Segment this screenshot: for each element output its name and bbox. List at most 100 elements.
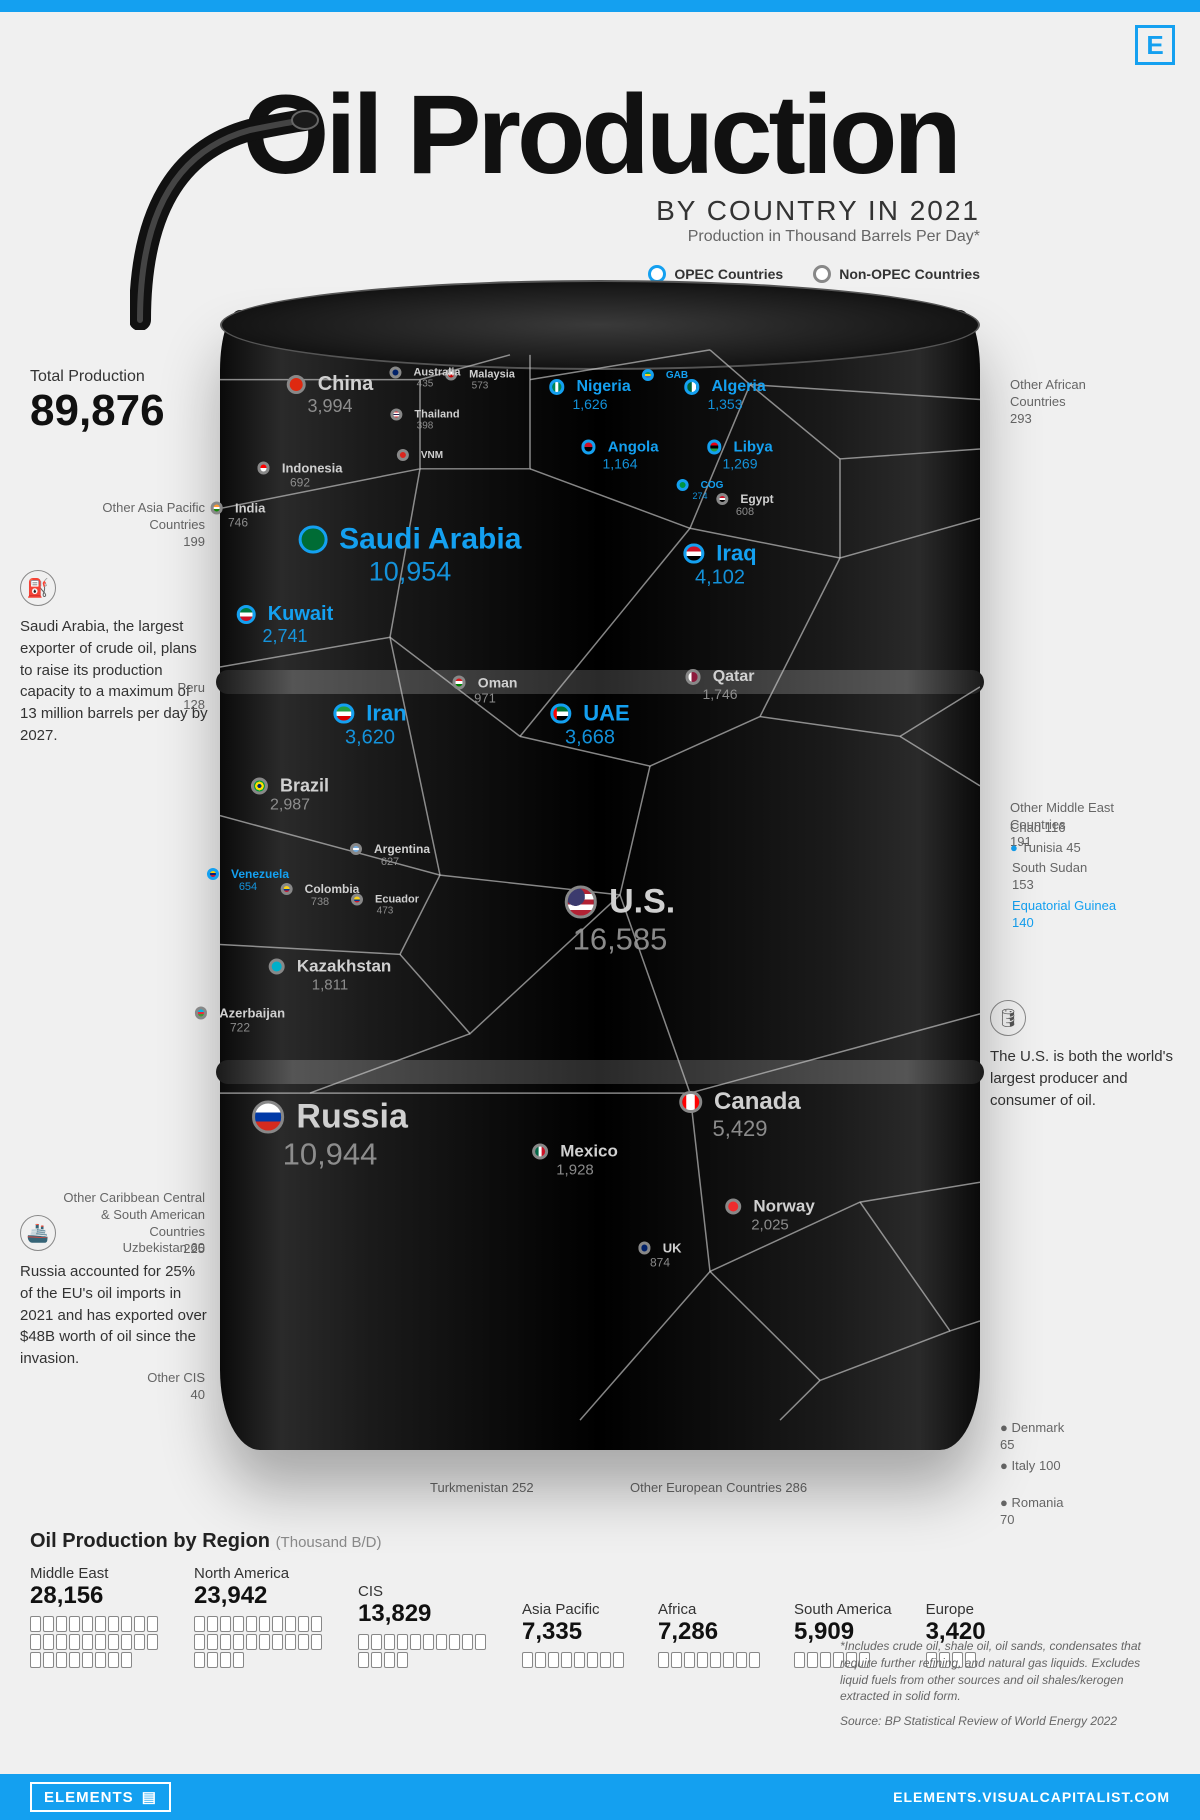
- flag-icon: [684, 379, 699, 394]
- country-algeria: Algeria1,353: [684, 378, 765, 412]
- country-name: Ecuador: [375, 894, 419, 906]
- region-barrels: [194, 1616, 324, 1668]
- region-name: Asia Pacific: [522, 1601, 624, 1618]
- country-value: 3,620: [333, 727, 406, 750]
- country-name: Oman: [478, 675, 518, 691]
- label-peru: Peru128: [145, 680, 205, 714]
- country-name: U.S.: [609, 883, 675, 922]
- flag-icon: [207, 868, 219, 880]
- country-angola: Angola1,164: [581, 439, 658, 472]
- callout-saudi: ⛽ Saudi Arabia, the largest exporter of …: [20, 570, 210, 747]
- country-name: Argentina: [374, 842, 430, 856]
- country-ecuador: Ecuador473: [351, 894, 419, 917]
- flag-icon: [707, 440, 721, 454]
- region-middle-east: Middle East28,156: [30, 1565, 160, 1668]
- country-value: 1,164: [581, 456, 658, 472]
- country-value: 654: [207, 881, 289, 893]
- country-name: Malaysia: [469, 369, 515, 381]
- country-name: Nigeria: [576, 378, 630, 396]
- flag-icon: [725, 1198, 741, 1214]
- legend-nonopec-label: Non-OPEC Countries: [839, 266, 980, 282]
- barrel-icon: 🛢: [990, 1000, 1026, 1036]
- country-value: 722: [195, 1021, 285, 1035]
- flag-icon: [550, 703, 571, 724]
- country-russia: Russia10,944: [252, 1098, 408, 1173]
- country-name: VNM: [421, 450, 443, 461]
- region-name: South America: [794, 1601, 892, 1618]
- label-other-eu: Other European Countries 286: [630, 1480, 807, 1497]
- country-name: China: [318, 373, 374, 396]
- hose-graphic: [130, 100, 330, 330]
- flag-icon: [269, 958, 285, 974]
- region-value: 23,942: [194, 1582, 324, 1610]
- country-name: Mexico: [560, 1142, 618, 1162]
- flag-icon: [351, 894, 363, 906]
- country-nigeria: Nigeria1,626: [549, 378, 630, 412]
- total-production: Total Production 89,876: [30, 368, 165, 436]
- country-value: 2,741: [237, 626, 334, 647]
- country-venezuela: Venezuela654: [207, 867, 289, 893]
- country-name: Canada: [714, 1088, 801, 1116]
- total-value: 89,876: [30, 386, 165, 436]
- country-canada: Canada5,429: [679, 1088, 801, 1142]
- callout-us-text: The U.S. is both the world's largest pro…: [990, 1046, 1180, 1111]
- oil-barrel: U.S.16,585Saudi Arabia10,954Russia10,944…: [220, 310, 980, 1450]
- region-value: 7,335: [522, 1618, 624, 1646]
- country-name: Saudi Arabia: [339, 523, 521, 557]
- flag-icon: [195, 1007, 207, 1019]
- country-name: Indonesia: [282, 461, 343, 476]
- flag-icon: [683, 543, 704, 564]
- flag-icon: [333, 703, 354, 724]
- country-name: Thailand: [414, 409, 459, 421]
- flag-icon: [679, 1091, 702, 1114]
- region-name: Middle East: [30, 1565, 160, 1582]
- country-value: 435: [389, 379, 460, 390]
- label-denmark: ● Denmark65: [1000, 1420, 1080, 1454]
- legend: OPEC Countries Non-OPEC Countries: [648, 265, 980, 283]
- country-name: Libya: [734, 439, 773, 456]
- subtitle: BY COUNTRY IN 2021: [656, 195, 980, 227]
- callout-russia-text: Russia accounted for 25% of the EU's oil…: [20, 1261, 210, 1370]
- country-norway: Norway2,025: [725, 1197, 815, 1234]
- flag-icon: [549, 379, 564, 394]
- flag-icon: [686, 669, 701, 684]
- country-value: 692: [257, 476, 342, 490]
- flag-icon: [581, 440, 595, 454]
- label-romania: ● Romania70: [1000, 1495, 1088, 1529]
- country-uae: UAE3,668: [550, 701, 629, 750]
- chart-icon: ▤: [142, 1788, 157, 1806]
- country-cog: COG274: [677, 479, 724, 501]
- country-value: 2,025: [725, 1217, 815, 1234]
- country-value: 1,928: [532, 1162, 618, 1179]
- label-other-carib: Other Caribbean Central & South American…: [55, 1190, 205, 1258]
- flag-icon: [638, 1242, 650, 1254]
- country-libya: Libya1,269: [707, 439, 772, 472]
- label-other-cis: Other CIS40: [130, 1370, 205, 1404]
- flag-icon: [390, 409, 402, 421]
- region-value: 28,156: [30, 1582, 160, 1610]
- flag-icon: [532, 1143, 548, 1159]
- flag-icon: [350, 843, 362, 855]
- country-value: 5,429: [679, 1116, 801, 1142]
- region-north-america: North America23,942: [194, 1565, 324, 1668]
- country-value: 16,585: [565, 922, 675, 958]
- country-name: Australia: [413, 367, 460, 379]
- flag-icon: [453, 676, 466, 689]
- country-name: COG: [701, 480, 724, 491]
- footnote: *Includes crude oil, shale oil, oil sand…: [840, 1638, 1170, 1730]
- label-ssudan: South Sudan153: [1012, 860, 1112, 894]
- country-uk: UK874: [638, 1241, 681, 1270]
- brand-badge: ELEMENTS▤: [30, 1782, 171, 1812]
- country-azerbaijan: Azerbaijan722: [195, 1006, 285, 1035]
- region-name: CIS: [358, 1583, 488, 1600]
- country-name: Iraq: [716, 541, 756, 567]
- country-name: Iran: [366, 701, 406, 727]
- brand-url: ELEMENTS.VISUALCAPITALIST.COM: [893, 1789, 1170, 1805]
- legend-nonopec: Non-OPEC Countries: [813, 265, 980, 283]
- legend-nonopec-swatch: [813, 265, 831, 283]
- callout-us: 🛢 The U.S. is both the world's largest p…: [990, 1000, 1180, 1111]
- regions-title: Oil Production by Region (Thousand B/D): [30, 1530, 1170, 1553]
- label-italy: ● Italy 100: [1000, 1458, 1080, 1475]
- flag-icon: [565, 886, 597, 918]
- country-us: U.S.16,585: [565, 883, 675, 958]
